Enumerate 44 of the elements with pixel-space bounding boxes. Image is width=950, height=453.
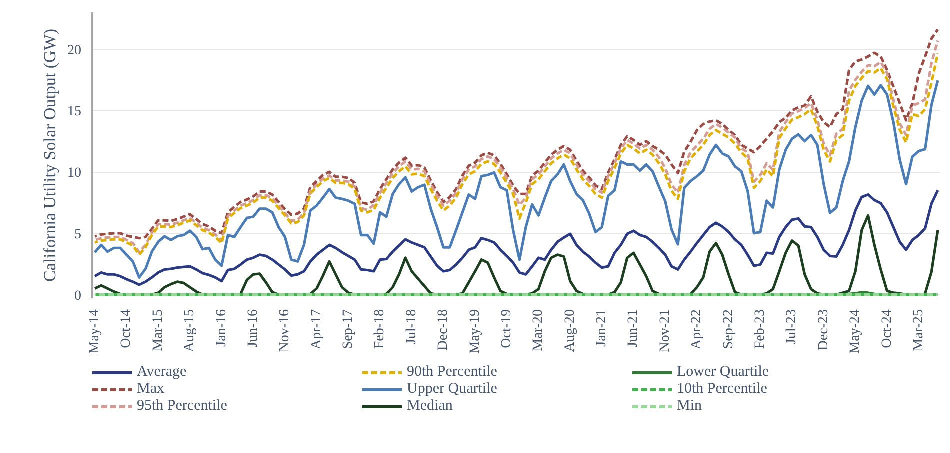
x-tick-label: Oct-14: [119, 309, 134, 348]
x-tick-label: Nov-21: [658, 309, 673, 352]
x-tick-label: Sep-17: [341, 309, 356, 350]
x-tick-label: Oct-24: [880, 309, 895, 348]
x-tick-label: Apr-17: [309, 310, 324, 350]
x-tick-label: Jan-16: [214, 309, 230, 347]
y-tick-label: 20: [68, 43, 82, 58]
line-series: [94, 79, 940, 279]
x-tick-label: Feb-23: [753, 309, 768, 350]
legend-label: Min: [677, 398, 704, 415]
line-series: [94, 189, 940, 286]
x-tick-label: Mar-15: [150, 309, 166, 352]
y-tick-label: 15: [68, 104, 82, 120]
x-tick-label: May-14: [88, 309, 103, 354]
x-tick-label: Mar-20: [531, 309, 546, 352]
x-tick-label: Jul-23: [784, 310, 800, 344]
y-tick-label: 0: [74, 288, 82, 304]
x-tick-label: Jul-18: [404, 310, 420, 344]
legend-label: 90th Percentile: [407, 364, 498, 381]
x-tick-label: Aug-15: [182, 309, 198, 352]
legend-label: Upper Quartile: [407, 381, 498, 398]
x-tick-label: Mar-25: [911, 309, 926, 352]
x-tick-label: Aug-20: [562, 309, 578, 352]
x-tick-label: Oct-19: [499, 309, 514, 348]
legend-label: 95th Percentile: [137, 398, 228, 415]
x-tick-label: May-19: [468, 309, 483, 354]
x-tick-label: Dec-18: [436, 309, 452, 351]
x-tick-label: Sep-22: [721, 309, 736, 350]
x-tick-label: Dec-23: [816, 309, 832, 351]
x-tick-label: Nov-16: [278, 309, 293, 352]
x-tick-label: Jan-21: [594, 309, 610, 347]
x-tick-label: Jun-16: [246, 309, 261, 348]
x-tick-label: Apr-22: [690, 310, 705, 350]
x-tick-label: May-24: [848, 309, 864, 354]
x-tick-label: Jun-21: [626, 309, 642, 348]
legend-label: 10th Percentile: [677, 381, 768, 398]
legend-label: Median: [407, 398, 454, 415]
legend-label: Lower Quartile: [677, 364, 770, 381]
y-tick-label: 10: [68, 166, 82, 182]
y-axis-title: California Utility Solar Output (GW): [40, 28, 60, 282]
legend-label: Average: [137, 364, 188, 381]
legend-label: Max: [137, 381, 166, 398]
y-tick-label: 5: [74, 227, 82, 242]
x-tick-label: Feb-18: [372, 309, 388, 350]
